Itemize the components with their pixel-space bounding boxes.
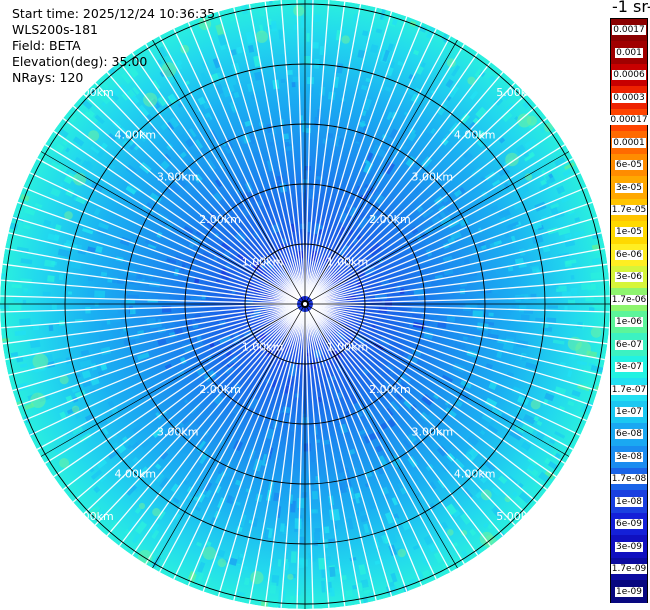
range-ring-label: 2.00km xyxy=(369,383,411,396)
colorbar-tick-label: 0.0001 xyxy=(612,137,646,148)
colorbar-tick-label: 1.7e-09 xyxy=(610,564,648,575)
colorbar-cell: 1.7e-09 xyxy=(610,557,648,581)
range-ring-label: 5.00km xyxy=(496,86,538,99)
colorbar-tick-label: 1e-09 xyxy=(615,586,643,597)
colorbar-tick-label: 3e-08 xyxy=(615,451,643,462)
colorbar-cell: 1e-05 xyxy=(611,221,647,244)
range-ring-label: 2.00km xyxy=(199,213,241,226)
colorbar-unit-title: -1 sr- xyxy=(612,0,650,16)
colorbar-cell: 1e-09 xyxy=(611,580,647,604)
range-grid xyxy=(0,0,610,609)
range-ring-label: 3.00km xyxy=(412,425,454,438)
colorbar-cell: 6e-06 xyxy=(611,243,647,267)
range-ring-label: 1.00km xyxy=(242,256,284,269)
colorbar-tick-label: 0.00017 xyxy=(609,115,649,126)
colorbar-cell: 6e-08 xyxy=(611,423,647,446)
nrays-text: NRays: 120 xyxy=(12,70,84,85)
colorbar-cell: 0.0003 xyxy=(611,86,647,110)
range-ring-label: 3.00km xyxy=(412,171,454,184)
colorbar-tick-label: 3e-09 xyxy=(615,541,643,552)
colorbar-tick-label: 3e-05 xyxy=(615,182,643,193)
range-ring-label: 5.00km xyxy=(72,86,114,99)
colorbar-tick-label: 6e-07 xyxy=(615,339,643,350)
range-ring-label: 5.00km xyxy=(496,510,538,523)
colorbar-cell: 3e-06 xyxy=(611,265,647,289)
colorbar-cell: 1.7e-06 xyxy=(610,288,648,312)
range-ring-label: 4.00km xyxy=(115,128,157,141)
colorbar-tick-label: 0.0017 xyxy=(612,25,646,36)
start-time-text: Start time: 2025/12/24 10:36:35 xyxy=(12,6,216,21)
colorbar-tick-label: 1.7e-08 xyxy=(610,474,648,485)
colorbar-cell: 6e-05 xyxy=(611,153,647,177)
colorbar-cell: 3e-09 xyxy=(611,535,647,559)
colorbar-cell: 0.00017 xyxy=(609,108,649,132)
colorbar-cell: 1e-08 xyxy=(611,490,647,514)
instrument-text: WLS200s-181 xyxy=(12,22,98,37)
range-ring-label: 2.00km xyxy=(199,383,241,396)
colorbar-tick-label: 0.0003 xyxy=(612,92,646,103)
colorbar-cell: 0.0017 xyxy=(611,19,647,42)
colorbar-cell: 1.7e-07 xyxy=(610,378,648,401)
range-ring-label: 1.00km xyxy=(327,340,369,353)
colorbar-cell: 6e-07 xyxy=(611,333,647,357)
colorbar-cell: 0.0001 xyxy=(611,131,647,155)
elevation-text: Elevation(deg): 35.00 xyxy=(12,54,148,69)
colorbar-tick-label: 1.7e-05 xyxy=(610,204,648,215)
range-ring-label: 2.00km xyxy=(369,213,411,226)
colorbar-cell: 3e-07 xyxy=(611,355,647,379)
colorbar-tick-label: 1e-05 xyxy=(615,227,643,238)
field-text: Field: BETA xyxy=(12,38,81,53)
colorbar-tick-label: 0.0006 xyxy=(612,70,646,81)
colorbar-cell: 1.7e-05 xyxy=(610,198,648,222)
colorbar-cell: 0.001 xyxy=(611,41,647,65)
colorbar-tick-label: 3e-06 xyxy=(615,272,643,283)
colorbar-tick-label: 6e-08 xyxy=(615,429,643,440)
range-ring-label: 4.00km xyxy=(115,468,157,481)
colorbar-cell: 1e-06 xyxy=(611,310,647,334)
ray-gap-lines xyxy=(0,0,610,609)
colorbar-cell: 1.7e-08 xyxy=(610,468,648,491)
colorbar-cell: 1e-07 xyxy=(611,400,647,424)
range-ring-label: 3.00km xyxy=(157,171,199,184)
colorbar-tick-label: 1.7e-07 xyxy=(610,384,648,395)
colorbar-tick-label: 1.7e-06 xyxy=(610,294,648,305)
range-ring-label: 1.00km xyxy=(327,256,369,269)
range-labels: 1.00km 1.00km 1.00km 1.00km 2.00km 2.00km 2.00… xyxy=(72,86,538,523)
ppi-data-disk xyxy=(0,0,610,609)
range-ring-label: 4.00km xyxy=(454,468,496,481)
range-ring-label: 4.00km xyxy=(454,128,496,141)
colorbar-tick-label: 0.001 xyxy=(615,47,643,58)
colorbar-cell: 0.0006 xyxy=(611,63,647,87)
colorbar-tick-label: 1e-06 xyxy=(615,317,643,328)
range-ring-label: 3.00km xyxy=(157,425,199,438)
colorbar-cell: 3e-05 xyxy=(611,176,647,199)
colorbar-tick-label: 6e-05 xyxy=(615,160,643,171)
colorbar: 0.0017 0.001 0.0006 0.0003 0.00017 0.0001 6e-0… xyxy=(609,18,649,604)
range-ring-label: 1.00km xyxy=(242,340,284,353)
colorbar-tick-label: 6e-09 xyxy=(615,519,643,530)
range-ring-label: 5.00km xyxy=(72,510,114,523)
colorbar-tick-label: 1e-07 xyxy=(615,407,643,418)
colorbar-tick-label: 6e-06 xyxy=(615,249,643,260)
colorbar-cell: 6e-09 xyxy=(611,512,647,536)
colorbar-cell: 3e-08 xyxy=(611,445,647,469)
colorbar-tick-label: 1e-08 xyxy=(615,496,643,507)
colorbar-tick-label: 3e-07 xyxy=(615,362,643,373)
